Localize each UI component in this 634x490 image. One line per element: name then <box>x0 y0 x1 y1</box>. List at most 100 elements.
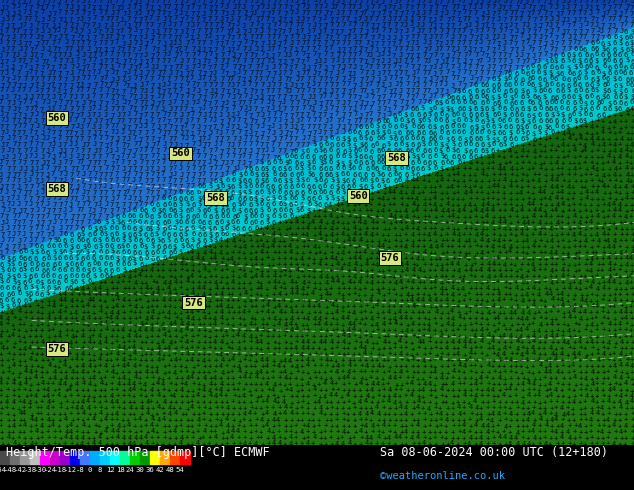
Text: 7: 7 <box>226 142 231 148</box>
Text: 7: 7 <box>167 183 171 189</box>
Text: 7: 7 <box>34 16 37 22</box>
Text: +: + <box>382 368 386 375</box>
Text: 7: 7 <box>179 87 183 93</box>
Text: 7: 7 <box>248 65 252 71</box>
Text: +: + <box>283 309 287 315</box>
Text: +: + <box>619 255 623 261</box>
Text: 7: 7 <box>410 94 414 100</box>
Text: +: + <box>583 201 587 208</box>
Text: +: + <box>475 297 479 303</box>
Text: J: J <box>79 124 84 130</box>
Text: +: + <box>521 344 525 350</box>
Text: +: + <box>375 441 378 446</box>
Text: +: + <box>236 434 241 440</box>
Text: +: + <box>92 368 96 374</box>
Text: 7: 7 <box>191 100 195 106</box>
Text: +: + <box>537 243 541 249</box>
Text: +: + <box>357 201 361 207</box>
Text: 6: 6 <box>318 172 323 178</box>
Text: +: + <box>178 417 183 423</box>
Text: +: + <box>381 278 385 285</box>
Text: 6: 6 <box>377 148 381 154</box>
Text: J: J <box>225 4 230 10</box>
Text: +: + <box>601 334 605 340</box>
Text: +: + <box>242 338 247 344</box>
Text: +: + <box>623 416 628 422</box>
Text: +: + <box>571 201 576 207</box>
Text: 6: 6 <box>122 249 126 255</box>
Text: 6: 6 <box>573 106 577 113</box>
Text: +: + <box>357 351 361 357</box>
Text: 7: 7 <box>29 160 34 166</box>
Text: +: + <box>452 345 456 351</box>
Text: +: + <box>486 380 491 386</box>
Text: 4: 4 <box>432 231 437 237</box>
Text: $: $ <box>550 112 554 118</box>
Text: 6: 6 <box>132 207 136 213</box>
Text: +: + <box>382 393 386 399</box>
Text: $: $ <box>178 201 183 207</box>
Text: 7: 7 <box>40 147 44 153</box>
Text: 7: 7 <box>103 196 108 202</box>
Text: 7: 7 <box>178 184 183 190</box>
Text: 6: 6 <box>573 77 577 83</box>
Text: 48: 48 <box>166 467 174 473</box>
Text: +: + <box>462 315 466 320</box>
Text: +: + <box>363 316 368 321</box>
Text: 4: 4 <box>58 297 63 303</box>
Text: 6: 6 <box>462 123 465 129</box>
Text: J: J <box>52 17 56 23</box>
Text: 7: 7 <box>12 219 16 225</box>
Text: +: + <box>39 404 43 410</box>
Text: +: + <box>46 327 51 333</box>
Text: +: + <box>370 238 374 244</box>
Text: 4: 4 <box>597 238 601 244</box>
Text: 6: 6 <box>484 106 489 112</box>
Text: J: J <box>122 41 126 47</box>
Text: 0: 0 <box>88 467 93 473</box>
Text: 7: 7 <box>352 28 356 34</box>
Text: 7: 7 <box>317 113 321 119</box>
Text: +: + <box>202 297 207 303</box>
Text: +: + <box>554 398 559 404</box>
Text: 7: 7 <box>486 16 490 22</box>
Text: +: + <box>467 416 472 422</box>
Text: 7: 7 <box>46 117 51 123</box>
Text: J: J <box>386 35 391 41</box>
Text: +: + <box>261 297 264 303</box>
Text: +: + <box>548 308 553 315</box>
Text: +: + <box>526 261 529 267</box>
Text: 4: 4 <box>157 417 161 423</box>
Text: J: J <box>11 64 15 71</box>
Text: +: + <box>520 153 524 159</box>
Text: 4: 4 <box>157 392 160 398</box>
Text: 7: 7 <box>369 118 373 124</box>
Text: +: + <box>122 392 126 398</box>
Text: 4: 4 <box>305 232 309 238</box>
Text: +: + <box>105 315 108 320</box>
Text: +: + <box>578 399 583 405</box>
Text: +: + <box>311 274 316 280</box>
Text: +: + <box>469 272 473 278</box>
Text: 7: 7 <box>231 41 235 47</box>
Text: 7: 7 <box>39 88 43 95</box>
Text: +: + <box>377 345 380 351</box>
Text: +: + <box>341 220 346 226</box>
Text: +: + <box>624 244 629 249</box>
Text: $: $ <box>387 141 391 147</box>
Text: 4: 4 <box>427 326 431 333</box>
Text: +: + <box>29 327 33 333</box>
Text: 7: 7 <box>515 5 520 11</box>
Text: 4: 4 <box>219 363 223 368</box>
Text: +: + <box>444 399 448 405</box>
Text: +: + <box>45 380 49 386</box>
Text: +: + <box>212 345 217 351</box>
Text: +: + <box>394 237 398 243</box>
Text: +: + <box>184 411 188 417</box>
Text: $: $ <box>261 178 265 184</box>
Text: 7: 7 <box>296 58 300 64</box>
Text: +: + <box>508 237 512 243</box>
Text: J: J <box>230 16 234 22</box>
Text: 7: 7 <box>359 22 363 27</box>
Text: +: + <box>619 178 623 184</box>
